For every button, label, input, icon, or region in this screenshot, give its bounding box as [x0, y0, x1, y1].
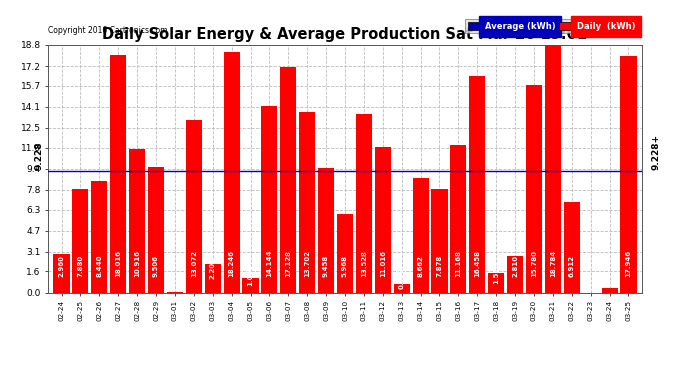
Text: 9.228: 9.228 — [34, 141, 43, 170]
Text: 8.662: 8.662 — [417, 255, 424, 277]
Bar — [375, 147, 391, 292]
Bar — [394, 284, 410, 292]
Bar — [280, 67, 296, 292]
Bar — [451, 146, 466, 292]
Bar — [224, 52, 239, 292]
Title: Daily Solar Energy & Average Production Sat Mar 26 19:01: Daily Solar Energy & Average Production … — [102, 27, 588, 42]
Bar — [148, 167, 164, 292]
Bar — [205, 264, 221, 292]
Text: 2.202: 2.202 — [210, 258, 216, 279]
Text: 10.916: 10.916 — [134, 250, 140, 277]
Bar — [507, 255, 523, 292]
Text: 7.880: 7.880 — [77, 255, 83, 277]
Text: 5.968: 5.968 — [342, 255, 348, 277]
Bar — [91, 182, 108, 292]
Bar — [526, 85, 542, 292]
Bar — [356, 114, 372, 292]
Text: 2.960: 2.960 — [59, 255, 65, 277]
Bar — [110, 56, 126, 292]
Text: 0.652: 0.652 — [399, 267, 405, 289]
Bar — [413, 178, 428, 292]
Bar — [318, 168, 334, 292]
Text: 11.168: 11.168 — [455, 250, 462, 277]
Text: 7.878: 7.878 — [437, 255, 442, 277]
Bar — [545, 45, 561, 292]
Text: 9.458: 9.458 — [323, 255, 329, 277]
Bar — [242, 278, 259, 292]
Bar — [620, 56, 636, 292]
Bar — [299, 112, 315, 292]
Text: 1.510: 1.510 — [493, 261, 499, 284]
Text: 17.946: 17.946 — [625, 250, 631, 277]
Text: 9.228+: 9.228+ — [651, 134, 660, 170]
Bar — [186, 120, 202, 292]
Text: 18.784: 18.784 — [550, 249, 556, 277]
Bar — [564, 201, 580, 292]
Text: 18.246: 18.246 — [228, 250, 235, 277]
Bar — [129, 149, 145, 292]
Bar — [602, 288, 618, 292]
Legend: Average (kWh), Daily  (kWh): Average (kWh), Daily (kWh) — [465, 20, 638, 33]
Text: 2.810: 2.810 — [512, 255, 518, 277]
Text: 13.072: 13.072 — [191, 250, 197, 277]
Text: 17.128: 17.128 — [285, 250, 291, 277]
Bar — [337, 214, 353, 292]
Text: 6.912: 6.912 — [569, 255, 575, 277]
Bar — [54, 254, 70, 292]
Bar — [488, 273, 504, 292]
Bar — [72, 189, 88, 292]
Text: 11.016: 11.016 — [380, 250, 386, 277]
Text: Copyright 2016 Cartronics.com: Copyright 2016 Cartronics.com — [48, 26, 168, 35]
Bar — [431, 189, 448, 292]
Bar — [262, 106, 277, 292]
Text: 13.528: 13.528 — [361, 250, 367, 277]
Text: 8.440: 8.440 — [97, 254, 102, 277]
Text: 18.016: 18.016 — [115, 250, 121, 277]
Text: 9.506: 9.506 — [153, 255, 159, 277]
Text: 13.702: 13.702 — [304, 250, 310, 277]
Text: 15.780: 15.780 — [531, 250, 537, 277]
Text: 1.090: 1.090 — [248, 264, 253, 286]
Text: 14.144: 14.144 — [266, 249, 273, 277]
Text: 16.458: 16.458 — [474, 250, 480, 277]
Bar — [469, 76, 485, 292]
